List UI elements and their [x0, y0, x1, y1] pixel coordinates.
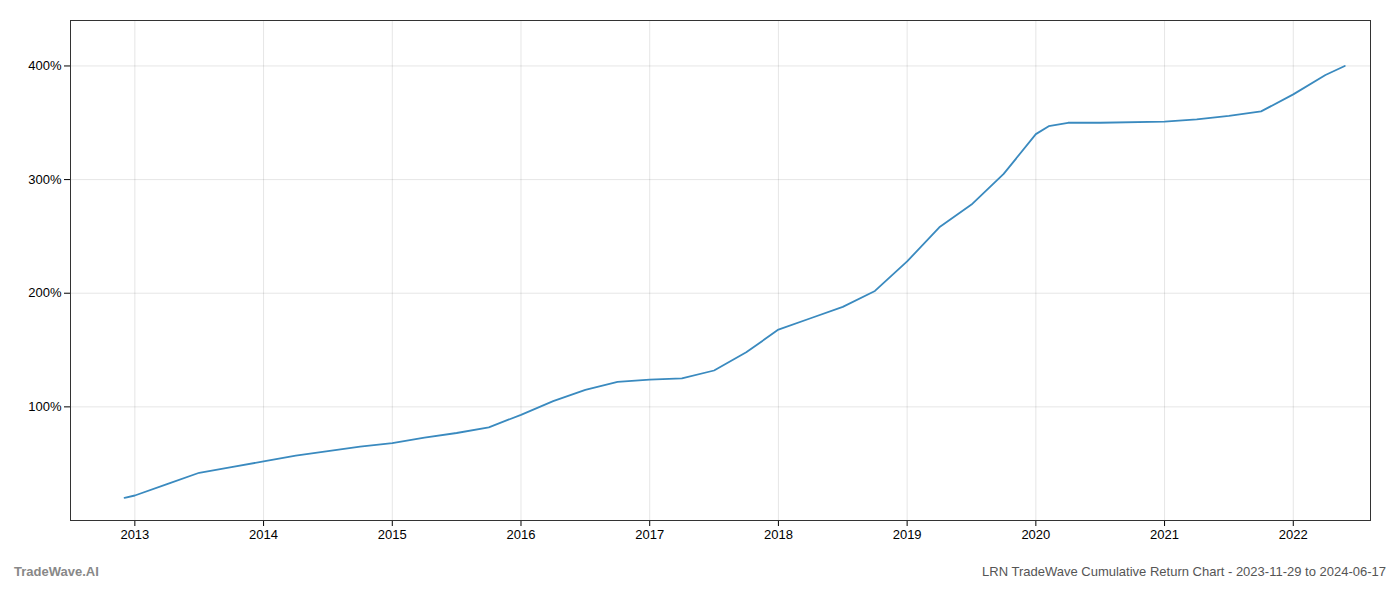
html-text:TradeWave.AI: TradeWave.AI [14, 564, 99, 579]
svg-text:2016: 2016 [507, 527, 536, 542]
svg-text:300%: 300% [28, 172, 62, 187]
svg-text:2022: 2022 [1279, 527, 1308, 542]
svg-text:2019: 2019 [893, 527, 922, 542]
svg-text:2017: 2017 [635, 527, 664, 542]
svg-text:2013: 2013 [120, 527, 149, 542]
svg-text:400%: 400% [28, 58, 62, 73]
svg-text:2021: 2021 [1150, 527, 1179, 542]
html-text:LRN TradeWave Cumulative Retur: LRN TradeWave Cumulative Return Chart - … [982, 564, 1386, 579]
svg-text:2014: 2014 [249, 527, 278, 542]
svg-text:2018: 2018 [764, 527, 793, 542]
svg-text:2015: 2015 [378, 527, 407, 542]
svg-text:200%: 200% [28, 285, 62, 300]
svg-text:2020: 2020 [1021, 527, 1050, 542]
svg-text:100%: 100% [28, 399, 62, 414]
